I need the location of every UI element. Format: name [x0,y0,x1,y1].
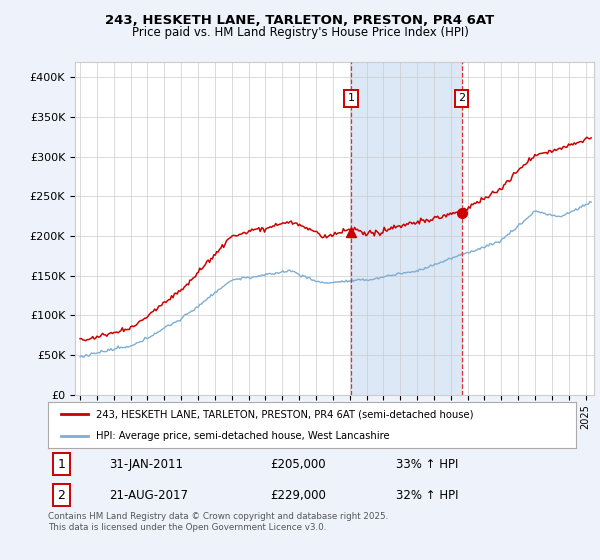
Text: 31-JAN-2011: 31-JAN-2011 [109,458,183,471]
Text: 21-AUG-2017: 21-AUG-2017 [109,488,188,502]
Text: Price paid vs. HM Land Registry's House Price Index (HPI): Price paid vs. HM Land Registry's House … [131,26,469,39]
Text: 1: 1 [347,94,355,103]
Text: £205,000: £205,000 [270,458,325,471]
Text: 2: 2 [57,488,65,502]
Text: 2: 2 [458,94,465,103]
Text: 243, HESKETH LANE, TARLETON, PRESTON, PR4 6AT (semi-detached house): 243, HESKETH LANE, TARLETON, PRESTON, PR… [95,409,473,419]
Text: HPI: Average price, semi-detached house, West Lancashire: HPI: Average price, semi-detached house,… [95,431,389,441]
Text: 32% ↑ HPI: 32% ↑ HPI [397,488,459,502]
Text: 33% ↑ HPI: 33% ↑ HPI [397,458,459,471]
Text: £229,000: £229,000 [270,488,326,502]
Text: Contains HM Land Registry data © Crown copyright and database right 2025.
This d: Contains HM Land Registry data © Crown c… [48,512,388,532]
Bar [351,62,461,395]
Text: 243, HESKETH LANE, TARLETON, PRESTON, PR4 6AT: 243, HESKETH LANE, TARLETON, PRESTON, PR… [106,14,494,27]
Text: 1: 1 [57,458,65,471]
